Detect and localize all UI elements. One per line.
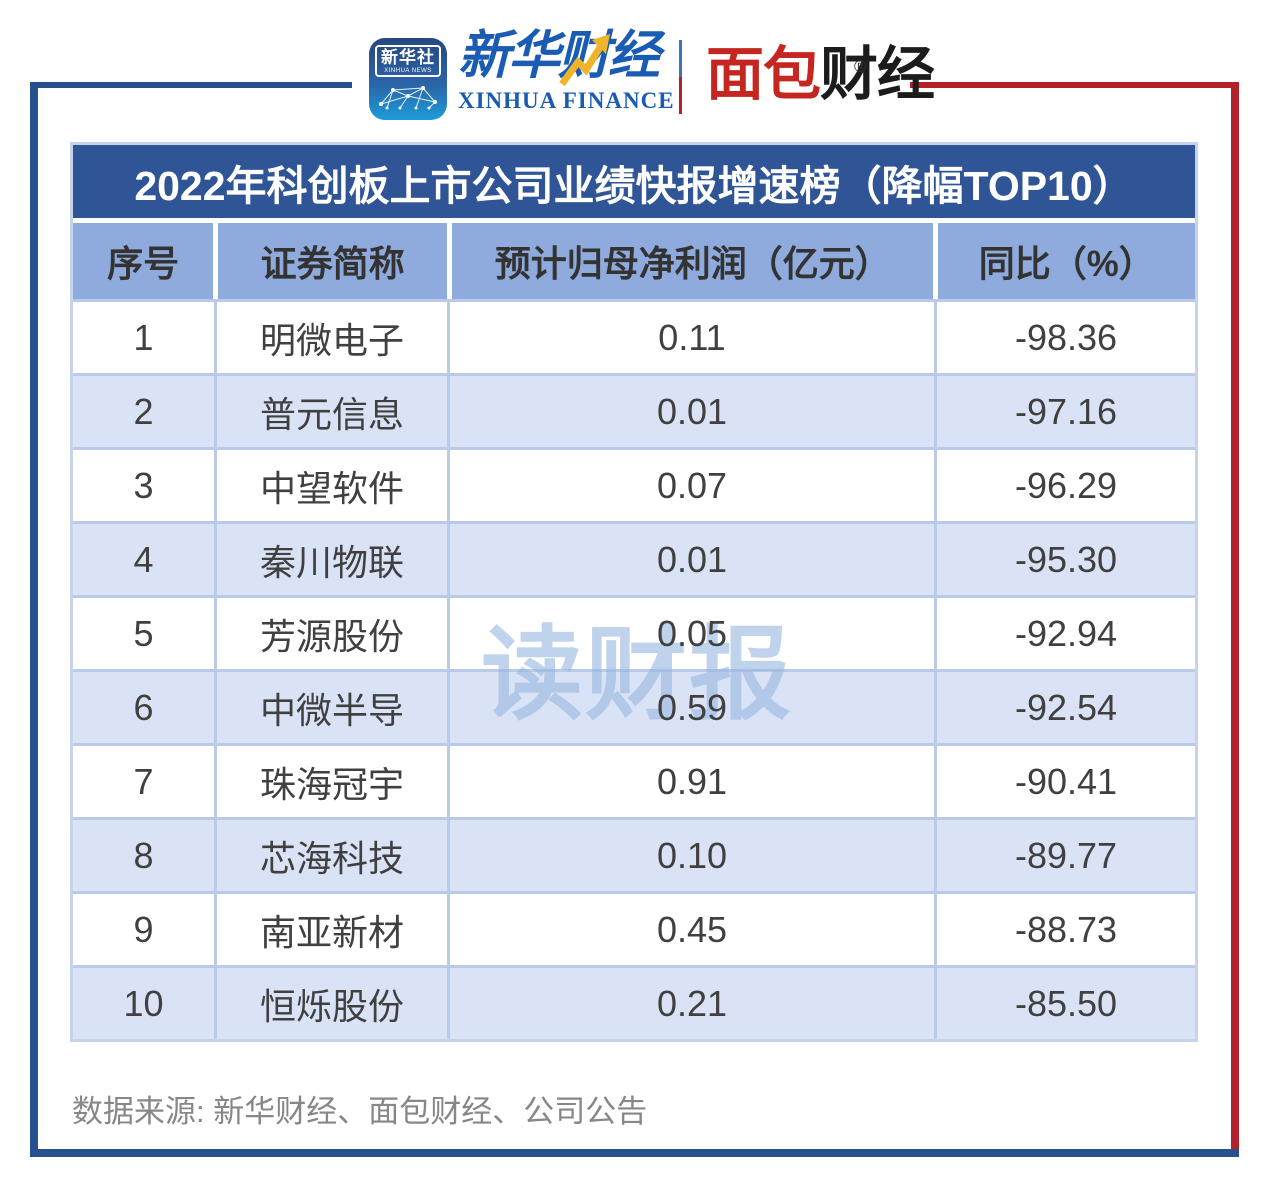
frame-left-border [30,82,38,1157]
xinhua-finance-logo: 新华财经 XINHUA FINANCE [458,26,675,114]
cell-name: 南亚新材 [217,894,447,965]
cell-rank: 1 [73,302,214,373]
cell-rank: 2 [73,376,214,447]
cell-name: 普元信息 [217,376,447,447]
frame-bottom-border [30,1149,1239,1157]
cell-profit: 0.01 [450,524,934,595]
cell-profit: 0.11 [450,302,934,373]
ranking-table: 2022年科创板上市公司业绩快报增速榜（降幅TOP10） 序号 证券简称 预计归… [70,142,1198,1042]
column-header-yoy: 同比（%） [938,223,1195,299]
mianbao-red-wordmark: 面包 [706,42,821,107]
cell-profit: 0.45 [450,894,934,965]
cell-rank: 4 [73,524,214,595]
column-header-profit: 预计归母净利润（亿元） [452,223,934,299]
xinhua-news-en-label: XINHUA NEWS [384,68,432,74]
table-header-row: 序号 证券简称 预计归母净利润（亿元） 同比（%） [73,223,1195,299]
cell-yoy: -97.16 [937,376,1195,447]
table-body: 1 明微电子 0.11 -98.36 2 普元信息 0.01 -97.16 3 … [73,299,1195,1039]
logo-divider-line [679,40,682,114]
cell-profit: 0.05 [450,598,934,669]
column-header-name: 证券简称 [218,223,447,299]
cell-name: 珠海冠宇 [217,746,447,817]
cell-rank: 5 [73,598,214,669]
data-source-note: 数据来源: 新华财经、面包财经、公司公告 [72,1094,648,1129]
mianbao-black-wordmark: 财经 [820,42,935,107]
cell-rank: 8 [73,820,214,891]
cell-profit: 0.59 [450,672,934,743]
xinhua-finance-en-wordmark: XINHUA FINANCE [458,88,675,113]
cell-profit: 0.91 [450,746,934,817]
cell-name: 芯海科技 [217,820,447,891]
cell-profit: 0.01 [450,376,934,447]
cell-name: 芳源股份 [217,598,447,669]
column-header-rank: 序号 [73,223,214,299]
frame-top-red-segment [910,82,1239,88]
cell-yoy: -89.77 [937,820,1195,891]
cell-yoy: -92.54 [937,672,1195,743]
xinhua-news-cn-label: 新华社 [381,48,435,67]
cell-rank: 7 [73,746,214,817]
cell-rank: 3 [73,450,214,521]
cell-yoy: -85.50 [937,968,1195,1039]
cell-rank: 6 [73,672,214,743]
cell-rank: 9 [73,894,214,965]
cell-yoy: -98.36 [937,302,1195,373]
cell-profit: 0.10 [450,820,934,891]
frame-right-border [1231,82,1239,1157]
cell-yoy: -92.94 [937,598,1195,669]
cell-name: 中微半导 [217,672,447,743]
cell-profit: 0.07 [450,450,934,521]
cell-profit: 0.21 [450,968,934,1039]
table-title: 2022年科创板上市公司业绩快报增速榜（降幅TOP10） [73,145,1195,223]
xinhua-news-logo-icon: 新华社 XINHUA NEWS [369,38,447,120]
xinhua-news-label-box: 新华社 XINHUA NEWS [375,45,441,77]
frame-top-blue-segment [30,82,352,88]
network-constellation-icon [379,86,437,110]
cell-rank: 10 [73,968,214,1039]
cell-yoy: -96.29 [937,450,1195,521]
mianbao-finance-logo: 面包财经 ® [706,42,935,108]
registered-trademark-icon: ® [854,57,866,76]
cell-yoy: -90.41 [937,746,1195,817]
cell-name: 明微电子 [217,302,447,373]
cell-yoy: -88.73 [937,894,1195,965]
cell-yoy: -95.30 [937,524,1195,595]
xinhua-finance-cn-wordmark: 新华财经 [458,27,660,85]
cell-name: 中望软件 [217,450,447,521]
cell-name: 恒烁股份 [217,968,447,1039]
cell-name: 秦川物联 [217,524,447,595]
